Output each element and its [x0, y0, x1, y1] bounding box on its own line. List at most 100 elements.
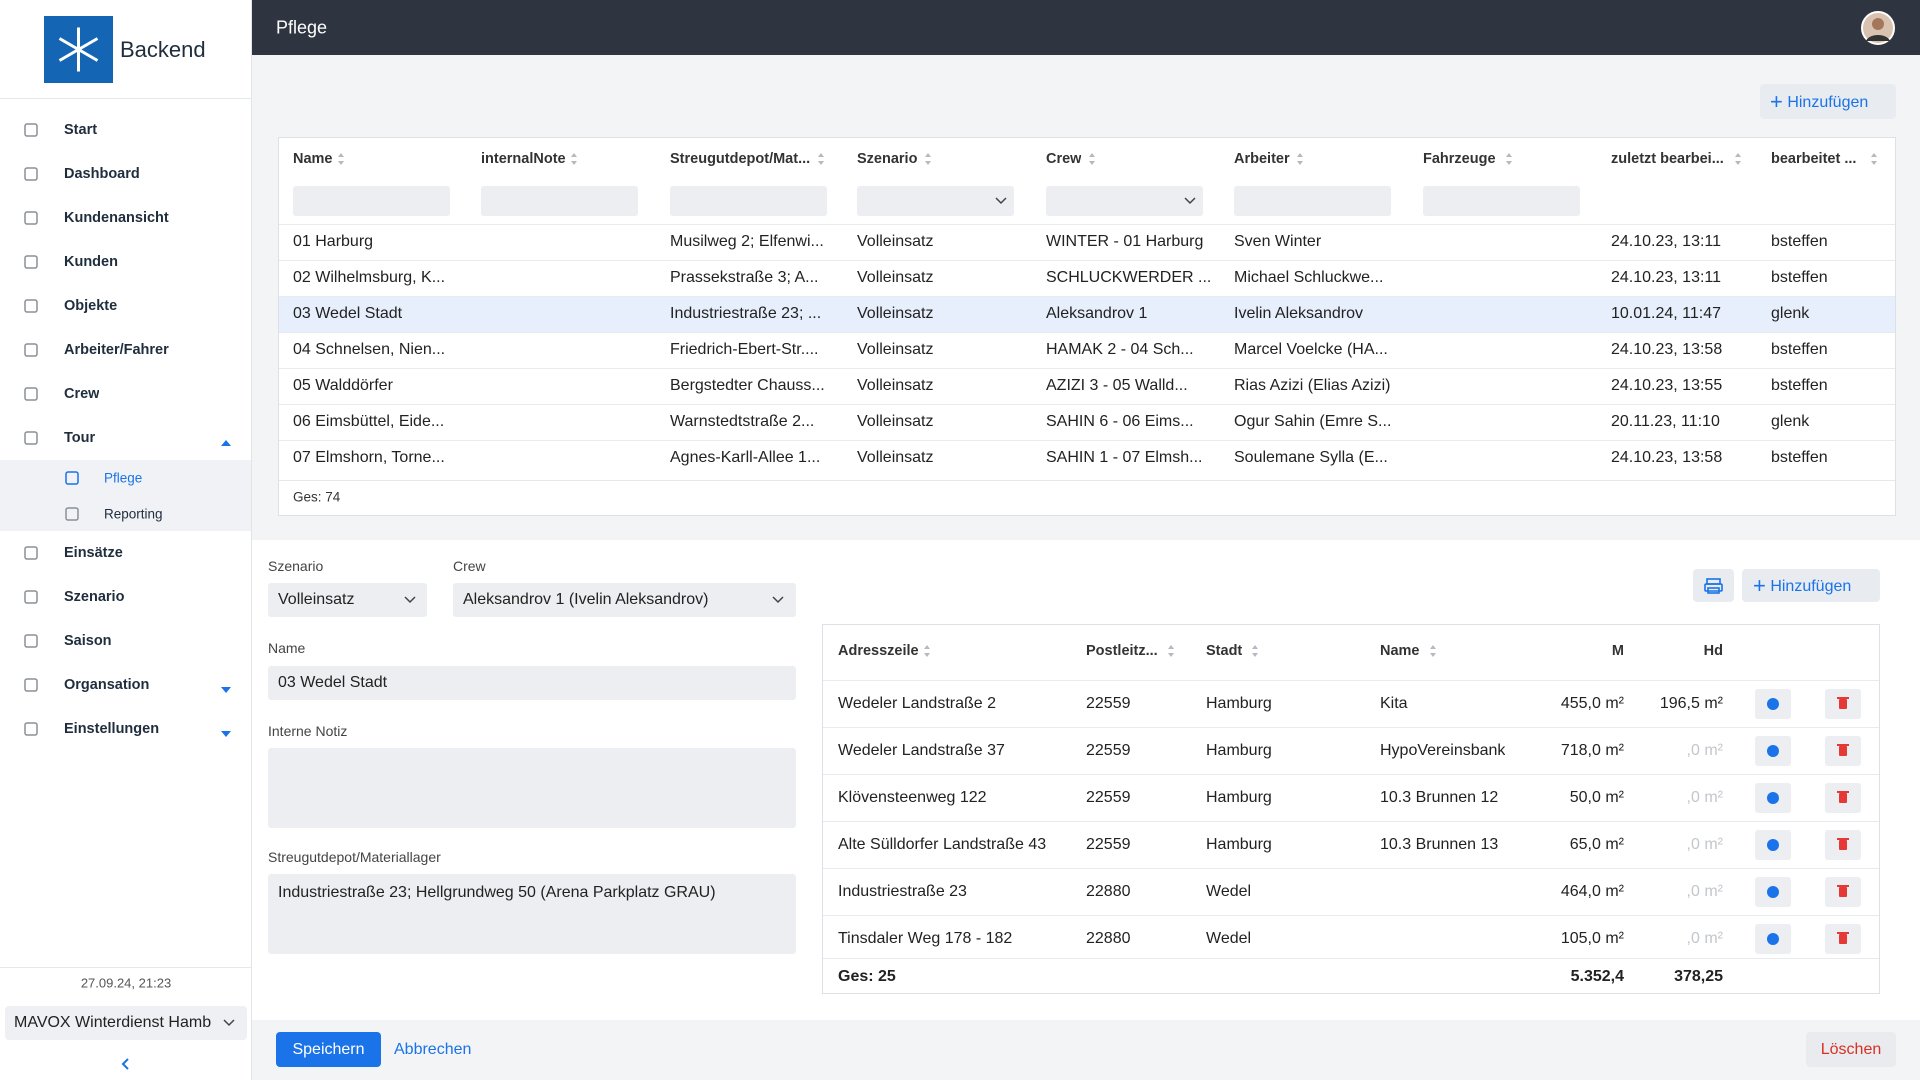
print-button[interactable]: [1693, 569, 1734, 602]
sort-icon: [1250, 644, 1260, 658]
cell: Rias Azizi (Elias Azizi): [1234, 377, 1391, 394]
note-input[interactable]: [268, 748, 796, 828]
save-button[interactable]: [276, 1032, 381, 1067]
filter-input[interactable]: [670, 186, 827, 216]
menu-icon: [23, 677, 39, 693]
cell: Ogur Sahin (Emre S...: [1234, 413, 1392, 430]
name-input[interactable]: [268, 666, 796, 700]
filter-input[interactable]: [857, 186, 1014, 216]
column-header[interactable]: Streugutdepot/Mat...: [670, 151, 811, 167]
cell: 22559: [1086, 742, 1131, 759]
menu-item[interactable]: Einstellungen: [64, 721, 160, 737]
column-header[interactable]: Fahrzeuge: [1423, 151, 1496, 167]
menu-icon-svg: [24, 255, 38, 269]
cell: 22880: [1086, 883, 1131, 900]
filter-input[interactable]: [1423, 186, 1580, 216]
menu-item[interactable]: Crew: [64, 386, 100, 402]
collapse-button[interactable]: [119, 1057, 133, 1071]
menu-item[interactable]: Szenario: [64, 589, 125, 605]
column-header[interactable]: Name: [1380, 643, 1420, 659]
column-header[interactable]: Postleitz...: [1086, 643, 1158, 659]
column-header[interactable]: internalNote: [481, 151, 566, 167]
column-header[interactable]: Crew: [1046, 151, 1082, 167]
add-button-label: + Hinzufügen: [1753, 573, 1852, 598]
filter-input[interactable]: [1234, 186, 1391, 216]
add-button[interactable]: [1742, 569, 1880, 602]
table-row[interactable]: [279, 332, 1895, 368]
sort-icon: [1166, 644, 1176, 658]
cell: Warnstedtstraße 2...: [670, 413, 815, 430]
delete-row-button: [1825, 689, 1861, 719]
menu-item[interactable]: Organsation: [64, 677, 150, 693]
delete-row-button: [1825, 783, 1861, 813]
submenu-icon-svg: [65, 507, 79, 521]
avatar[interactable]: [1861, 11, 1895, 45]
menu-item[interactable]: Start: [64, 122, 98, 138]
label: Interne Notiz: [268, 723, 348, 739]
cell: ,0 m²: [1686, 883, 1723, 900]
crew-select[interactable]: [453, 583, 796, 617]
sort-icon: [923, 152, 933, 166]
cell: Hamburg: [1206, 836, 1272, 853]
delete-label: Löschen: [1820, 1041, 1882, 1058]
table-row[interactable]: [279, 404, 1895, 440]
expand-icon: [220, 725, 232, 737]
column-header[interactable]: Hd: [1703, 643, 1723, 659]
tenant-select[interactable]: [5, 1006, 247, 1040]
table-row[interactable]: [279, 440, 1895, 476]
table-row[interactable]: [279, 224, 1895, 260]
szenario-select[interactable]: [268, 583, 427, 617]
delete-button[interactable]: [1806, 1032, 1896, 1067]
column-header[interactable]: bearbeitet ...: [1771, 151, 1857, 167]
cell: Soulemane Sylla (E...: [1234, 449, 1388, 466]
add-button[interactable]: [1760, 84, 1896, 119]
map-button: [1755, 924, 1791, 954]
table-row[interactable]: [279, 296, 1895, 332]
sort-icon-svg: [1735, 153, 1741, 165]
cell: Industriestraße 23; ...: [670, 305, 822, 322]
depot-input[interactable]: [268, 874, 796, 954]
menu-item[interactable]: Kundenansicht: [64, 210, 169, 226]
delete-row-button-svg: [1825, 783, 1861, 813]
menu-item[interactable]: Dashboard: [64, 166, 140, 182]
column-header[interactable]: Stadt: [1206, 643, 1243, 659]
sort-icon-svg: [925, 153, 931, 165]
filter-input[interactable]: [481, 186, 638, 216]
column-header[interactable]: M: [1611, 643, 1624, 659]
menu-item[interactable]: Objekte: [64, 298, 118, 314]
cell: ,0 m²: [1686, 789, 1723, 806]
label: Szenario: [268, 558, 324, 574]
filter-input[interactable]: [1046, 186, 1203, 216]
cancel-button[interactable]: Abbrechen: [394, 1041, 472, 1058]
table-row[interactable]: [279, 368, 1895, 404]
menu-item[interactable]: Saison: [64, 633, 112, 649]
column-header[interactable]: Szenario: [857, 151, 918, 167]
label: Name: [268, 640, 306, 656]
address-table: [822, 624, 1880, 994]
menu-item[interactable]: Arbeiter/Fahrer: [64, 342, 169, 358]
menu-icon-svg: [24, 343, 38, 357]
column-header[interactable]: Adresszeile: [838, 643, 919, 659]
cell: Industriestraße 23: [838, 883, 967, 900]
logo[interactable]: [44, 16, 113, 83]
cell: Michael Schluckwe...: [1234, 269, 1384, 286]
chevron: [223, 1019, 235, 1027]
cell: Alte Sülldorfer Landstraße 43: [838, 836, 1047, 853]
menu-item[interactable]: Tour: [64, 430, 96, 446]
column-header[interactable]: Name: [293, 151, 333, 167]
column-header[interactable]: Arbeiter: [1234, 151, 1290, 167]
menu-item[interactable]: Einsätze: [64, 545, 123, 561]
menu-item[interactable]: Kunden: [64, 254, 118, 270]
submenu-item[interactable]: Reporting: [104, 506, 163, 522]
filter-input[interactable]: [293, 186, 450, 216]
sidebar: [0, 0, 252, 1080]
cell: Volleinsatz: [857, 341, 934, 358]
cell: HAMAK 2 - 04 Sch...: [1046, 341, 1194, 358]
table-row[interactable]: [279, 260, 1895, 296]
cell: 10.3 Brunnen 12: [1380, 789, 1499, 806]
cell: Wedeler Landstraße 37: [838, 742, 1005, 759]
cell: Aleksandrov 1: [1046, 305, 1148, 322]
column-header[interactable]: zuletzt bearbei...: [1611, 151, 1724, 167]
submenu-item[interactable]: Pflege: [104, 470, 143, 486]
snowflake-icon: [58, 27, 99, 72]
